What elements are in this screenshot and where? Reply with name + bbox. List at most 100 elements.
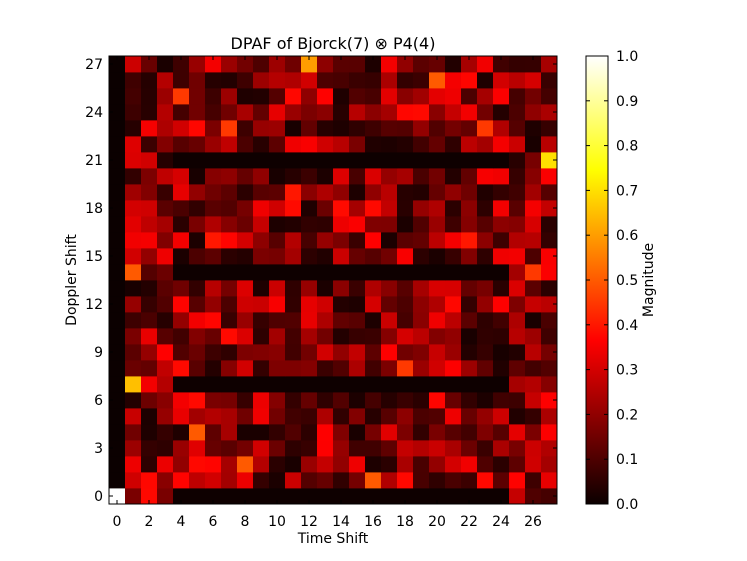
- heatmap-cell: [365, 376, 382, 393]
- heatmap-cell: [141, 104, 158, 121]
- heatmap-cell: [333, 72, 350, 89]
- heatmap-cell: [301, 136, 318, 153]
- heatmap-cell: [157, 88, 174, 105]
- heatmap-cell: [301, 232, 318, 249]
- heatmap-cell: [269, 312, 286, 329]
- heatmap-cell: [349, 376, 366, 393]
- heatmap-cell: [317, 280, 334, 297]
- heatmap-cell: [493, 232, 510, 249]
- heatmap-cell: [365, 88, 382, 105]
- heatmap-cell: [445, 328, 462, 345]
- heatmap-cell: [125, 392, 142, 409]
- heatmap-cell: [381, 392, 398, 409]
- colorbar-label: Magnitude: [641, 243, 657, 317]
- heatmap-cell: [365, 360, 382, 377]
- heatmap-cell: [461, 456, 478, 473]
- heatmap-cell: [461, 184, 478, 201]
- heatmap-cell: [237, 424, 254, 441]
- heatmap-cell: [461, 408, 478, 425]
- heatmap-cell: [189, 264, 206, 281]
- x-tick-label: 20: [428, 514, 446, 530]
- heatmap-cell: [493, 152, 510, 169]
- heatmap-cell: [541, 424, 558, 441]
- heatmap-cell: [349, 264, 366, 281]
- heatmap-cell: [349, 456, 366, 473]
- heatmap-cell: [429, 168, 446, 185]
- heatmap-cell: [397, 472, 414, 489]
- heatmap-cell: [301, 56, 318, 73]
- heatmap-cell: [221, 488, 238, 505]
- heatmap-cell: [541, 104, 558, 121]
- heatmap-cell: [317, 360, 334, 377]
- heatmap-cell: [125, 184, 142, 201]
- heatmap-cell: [205, 232, 222, 249]
- heatmap-cell: [525, 440, 542, 457]
- heatmap-cell: [301, 280, 318, 297]
- heatmap-cell: [221, 184, 238, 201]
- heatmap-cell: [541, 392, 558, 409]
- heatmap-cell: [285, 440, 302, 457]
- heatmap-cell: [477, 120, 494, 137]
- heatmap-cell: [365, 296, 382, 313]
- heatmap-cell: [365, 136, 382, 153]
- heatmap-cell: [429, 344, 446, 361]
- heatmap-cell: [317, 408, 334, 425]
- heatmap-cell: [493, 328, 510, 345]
- heatmap-cell: [237, 488, 254, 505]
- heatmap-cell: [477, 88, 494, 105]
- heatmap-cell: [429, 264, 446, 281]
- heatmap-cell: [237, 328, 254, 345]
- heatmap-cell: [509, 440, 526, 457]
- heatmap-cell: [381, 232, 398, 249]
- heatmap-cell: [189, 424, 206, 441]
- heatmap-cell: [221, 344, 238, 361]
- heatmap-cell: [285, 408, 302, 425]
- heatmap-cell: [509, 344, 526, 361]
- heatmap-cell: [269, 200, 286, 217]
- heatmap-cell: [317, 88, 334, 105]
- heatmap-cell: [397, 72, 414, 89]
- heatmap-cell: [253, 424, 270, 441]
- heatmap-cell: [109, 88, 126, 105]
- heatmap-cell: [413, 56, 430, 73]
- heatmap-cell: [109, 248, 126, 265]
- heatmap-cell: [381, 440, 398, 457]
- heatmap-cell: [365, 216, 382, 233]
- heatmap-cell: [317, 216, 334, 233]
- heatmap-cell: [525, 104, 542, 121]
- heatmap-cell: [109, 104, 126, 121]
- x-axis-label: Time Shift: [297, 531, 369, 547]
- heatmap-cell: [221, 168, 238, 185]
- heatmap-cell: [237, 376, 254, 393]
- heatmap-cell: [157, 168, 174, 185]
- heatmap-cell: [189, 312, 206, 329]
- heatmap-cell: [445, 360, 462, 377]
- heatmap-cell: [253, 216, 270, 233]
- heatmap-cell: [381, 248, 398, 265]
- heatmap-cell: [173, 296, 190, 313]
- heatmap-cell: [173, 312, 190, 329]
- heatmap-cell: [509, 216, 526, 233]
- heatmap-cell: [413, 344, 430, 361]
- colorbar-ticks: 0.0 0.1 0.2 0.3 0.4 0.5 0.6 0.7 0.8 0.9 1.0: [586, 49, 638, 513]
- heatmap-cell: [269, 136, 286, 153]
- heatmap-cell: [397, 456, 414, 473]
- heatmap-cell: [141, 488, 158, 505]
- heatmap-cell: [493, 168, 510, 185]
- heatmap-cell: [301, 152, 318, 169]
- heatmap-cell: [253, 248, 270, 265]
- heatmap-cell: [109, 280, 126, 297]
- heatmap-cell: [333, 440, 350, 457]
- heatmap-cell: [477, 440, 494, 457]
- heatmap-cell: [125, 248, 142, 265]
- heatmap-cell: [429, 200, 446, 217]
- heatmap-cell: [317, 328, 334, 345]
- heatmap-cell: [381, 264, 398, 281]
- heatmap-cell: [381, 424, 398, 441]
- heatmap-cell: [381, 168, 398, 185]
- heatmap-cell: [381, 376, 398, 393]
- heatmap-cell: [477, 488, 494, 505]
- heatmap-cell: [317, 232, 334, 249]
- heatmap-cell: [269, 296, 286, 313]
- heatmap-cell: [525, 88, 542, 105]
